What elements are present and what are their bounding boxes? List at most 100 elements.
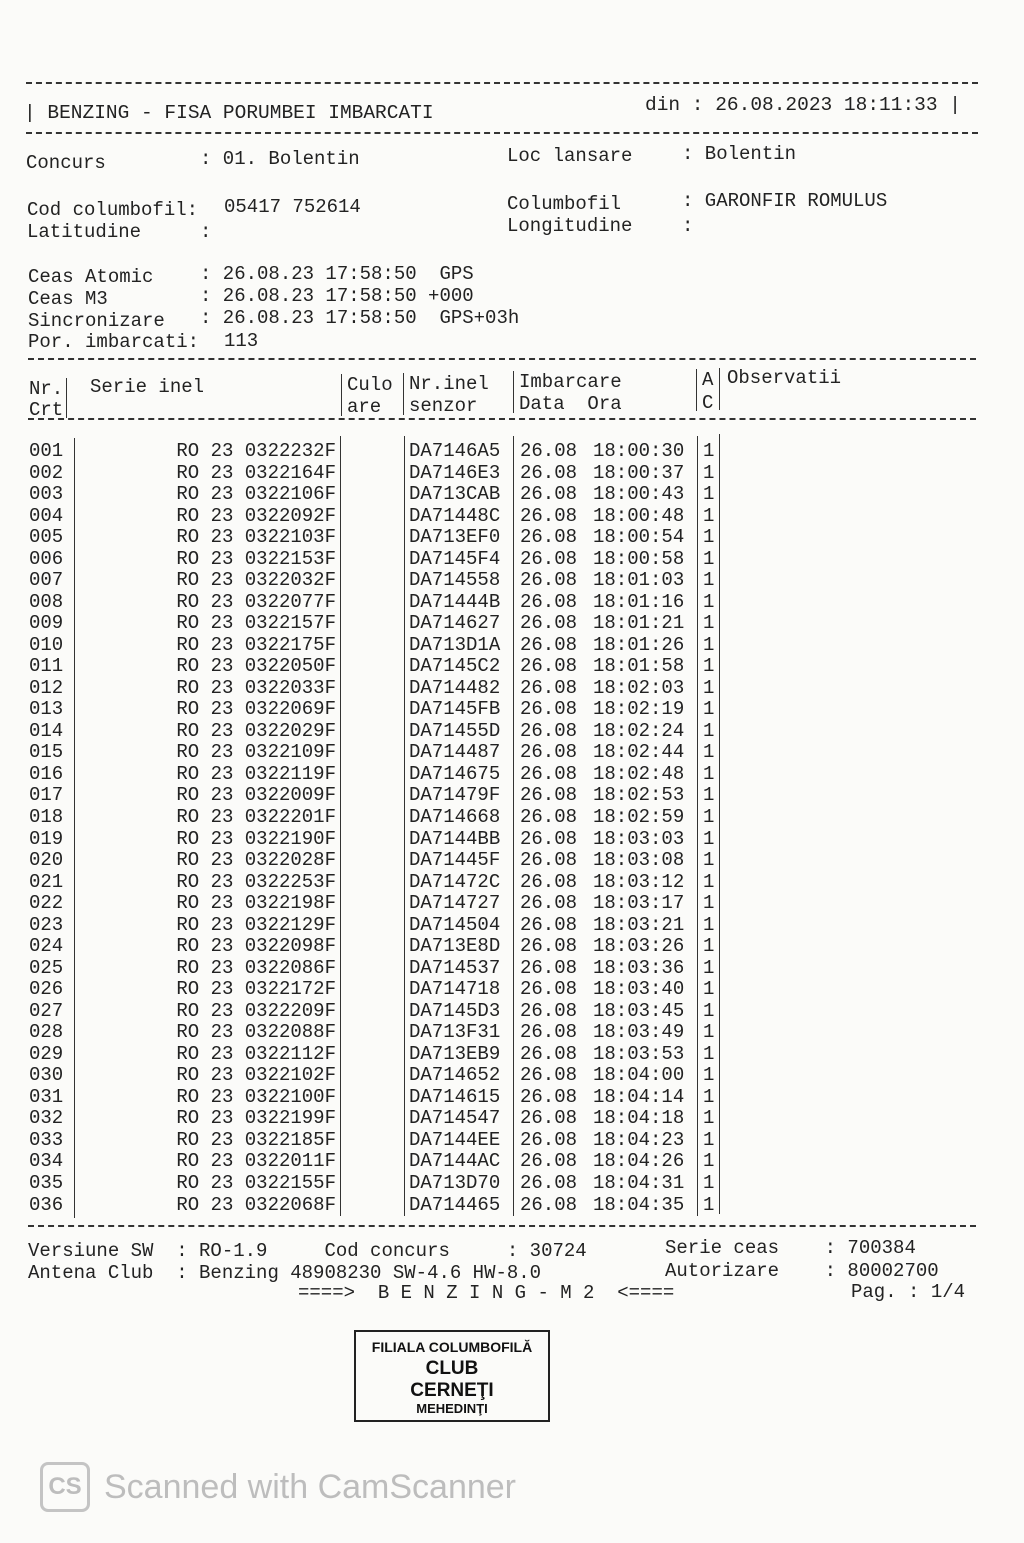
benzing-banner: ====> B E N Z I N G - M 2 <====	[298, 1282, 675, 1304]
stamp-line: MEHEDINŢI	[416, 1401, 488, 1416]
porumbei-imbarcati-value: 113	[224, 330, 259, 352]
cell-serie: RO 23 0322153F	[176, 547, 336, 570]
cell-serie: RO 23 0322102F	[176, 1064, 336, 1087]
cell-serie: RO 23 0322155F	[176, 1172, 336, 1195]
cell-time: 18:00:58	[593, 547, 685, 570]
cell-time: 18:02:24	[593, 719, 685, 742]
cell-senzor: DA714482	[409, 676, 501, 699]
sincronizare-value: : 26.08.23 17:58:50 GPS+03h	[200, 307, 520, 329]
cell-time: 18:03:08	[593, 849, 685, 872]
cell-ac: 1	[703, 483, 715, 506]
column-divider	[719, 368, 720, 410]
cell-date: 26.08	[520, 762, 578, 785]
cell-time: 18:03:03	[593, 827, 685, 850]
cell-ac: 1	[703, 1172, 715, 1195]
versiune-sw: Versiune SW : RO-1.9 Cod concurs : 30724	[28, 1240, 587, 1262]
cell-senzor: DA71445F	[409, 849, 501, 872]
ceas-m3-label: Ceas M3	[28, 288, 108, 310]
cell-ac: 1	[703, 719, 715, 742]
cell-serie: RO 23 0322109F	[176, 741, 336, 764]
cell-serie: RO 23 0322029F	[176, 719, 336, 742]
document-date: din : 26.08.2023 18:11:33 |	[645, 94, 961, 116]
cell-date: 26.08	[520, 827, 578, 850]
header-serie-inel: Serie inel	[90, 376, 205, 398]
cell-date: 26.08	[520, 633, 578, 656]
table-row: 009 RO 23 0322157F DA714627 26.08 18:01:21 1	[0, 613, 1024, 635]
cell-serie: RO 23 0322253F	[176, 870, 336, 893]
cell-ac: 1	[703, 1021, 715, 1044]
cell-senzor: DA71472C	[409, 870, 501, 893]
cell-serie: RO 23 0322198F	[176, 892, 336, 915]
cell-serie: RO 23 0322190F	[176, 827, 336, 850]
cell-senzor: DA713F31	[409, 1021, 501, 1044]
table-row: 006 RO 23 0322153F DA7145F4 26.08 18:00:58 1	[0, 547, 1024, 571]
cell-nr: 029	[29, 1042, 64, 1065]
cell-serie: RO 23 0322164F	[176, 461, 336, 484]
cell-senzor: DA7146E3	[409, 461, 501, 484]
cell-ac: 1	[703, 504, 715, 527]
cell-ac: 1	[703, 676, 715, 699]
longitudine-value: :	[682, 215, 694, 237]
cell-senzor: DA714547	[409, 1107, 501, 1130]
column-divider	[513, 436, 514, 1216]
cell-senzor: DA713D1A	[409, 633, 501, 656]
table-row: 024 RO 23 0322098F DA713E8D 26.08 18:03:26 1	[0, 936, 1024, 958]
cell-date: 26.08	[520, 612, 578, 635]
cell-nr: 028	[29, 1021, 64, 1044]
cell-date: 26.08	[520, 526, 578, 549]
concurs-value: : 01. Bolentin	[200, 148, 360, 170]
cell-nr: 036	[29, 1193, 64, 1216]
column-divider	[696, 369, 697, 411]
column-divider	[66, 378, 67, 418]
cell-time: 18:03:45	[593, 999, 685, 1022]
table-row: 005 RO 23 0322103F DA713EF0 26.08 18:00:54 1	[0, 527, 1024, 549]
cell-senzor: DA71455D	[409, 719, 501, 742]
cell-ac: 1	[703, 978, 715, 1001]
cell-ac: 1	[703, 806, 715, 828]
cell-senzor: DA714627	[409, 612, 501, 635]
cell-time: 18:00:37	[593, 461, 685, 484]
cell-time: 18:04:26	[593, 1150, 685, 1173]
cell-date: 26.08	[520, 504, 578, 527]
cell-nr: 025	[29, 956, 64, 979]
cell-time: 18:02:53	[593, 784, 685, 807]
autorizare: Autorizare : 80002700	[665, 1260, 939, 1282]
cell-ac: 1	[703, 1042, 715, 1065]
cell-ac: 1	[703, 569, 715, 592]
cell-serie: RO 23 0322175F	[176, 633, 336, 656]
cell-serie: RO 23 0322172F	[176, 978, 336, 1001]
cell-nr: 008	[29, 590, 64, 613]
cell-time: 18:04:00	[593, 1064, 685, 1087]
table-row: 015 RO 23 0322109F DA714487 26.08 18:02:44 1	[0, 742, 1024, 764]
cell-date: 26.08	[520, 483, 578, 506]
cell-senzor: DA714668	[409, 806, 501, 828]
cell-time: 18:03:26	[593, 935, 685, 958]
cell-time: 18:03:21	[593, 913, 685, 936]
cell-ac: 1	[703, 461, 715, 484]
header-culoare: Culo	[347, 374, 393, 396]
cell-nr: 010	[29, 633, 64, 656]
loc-lansare-label: Loc lansare	[507, 145, 633, 167]
column-divider	[719, 434, 720, 1214]
cell-serie: RO 23 0322185F	[176, 1128, 336, 1151]
cell-ac: 1	[703, 849, 715, 872]
ceas-atomic-label: Ceas Atomic	[28, 266, 154, 288]
table-row: 018 RO 23 0322201F DA714668 26.08 18:02:59 1	[0, 807, 1024, 829]
latitudine-label: Latitudine	[27, 221, 142, 243]
cell-serie: RO 23 0322069F	[176, 698, 336, 721]
cell-serie: RO 23 0322232F	[176, 440, 336, 462]
cell-ac: 1	[703, 590, 715, 613]
cell-senzor: DA714558	[409, 569, 501, 592]
cell-time: 18:01:16	[593, 590, 685, 613]
cell-ac: 1	[703, 440, 715, 462]
camscanner-logo-icon: CS	[40, 1462, 90, 1512]
cell-ac: 1	[703, 956, 715, 979]
cell-nr: 024	[29, 935, 64, 958]
cell-ac: 1	[703, 655, 715, 678]
table-row: 029 RO 23 0322112F DA713EB9 26.08 18:03:53 1	[0, 1042, 1024, 1066]
cell-nr: 014	[29, 719, 64, 742]
cell-senzor: DA7145C2	[409, 655, 501, 678]
table-row: 014 RO 23 0322029F DA71455D 26.08 18:02:24 1	[0, 719, 1024, 743]
cell-nr: 012	[29, 676, 64, 699]
table-row: 034 RO 23 0322011F DA7144AC 26.08 18:04:26 1	[0, 1151, 1024, 1173]
